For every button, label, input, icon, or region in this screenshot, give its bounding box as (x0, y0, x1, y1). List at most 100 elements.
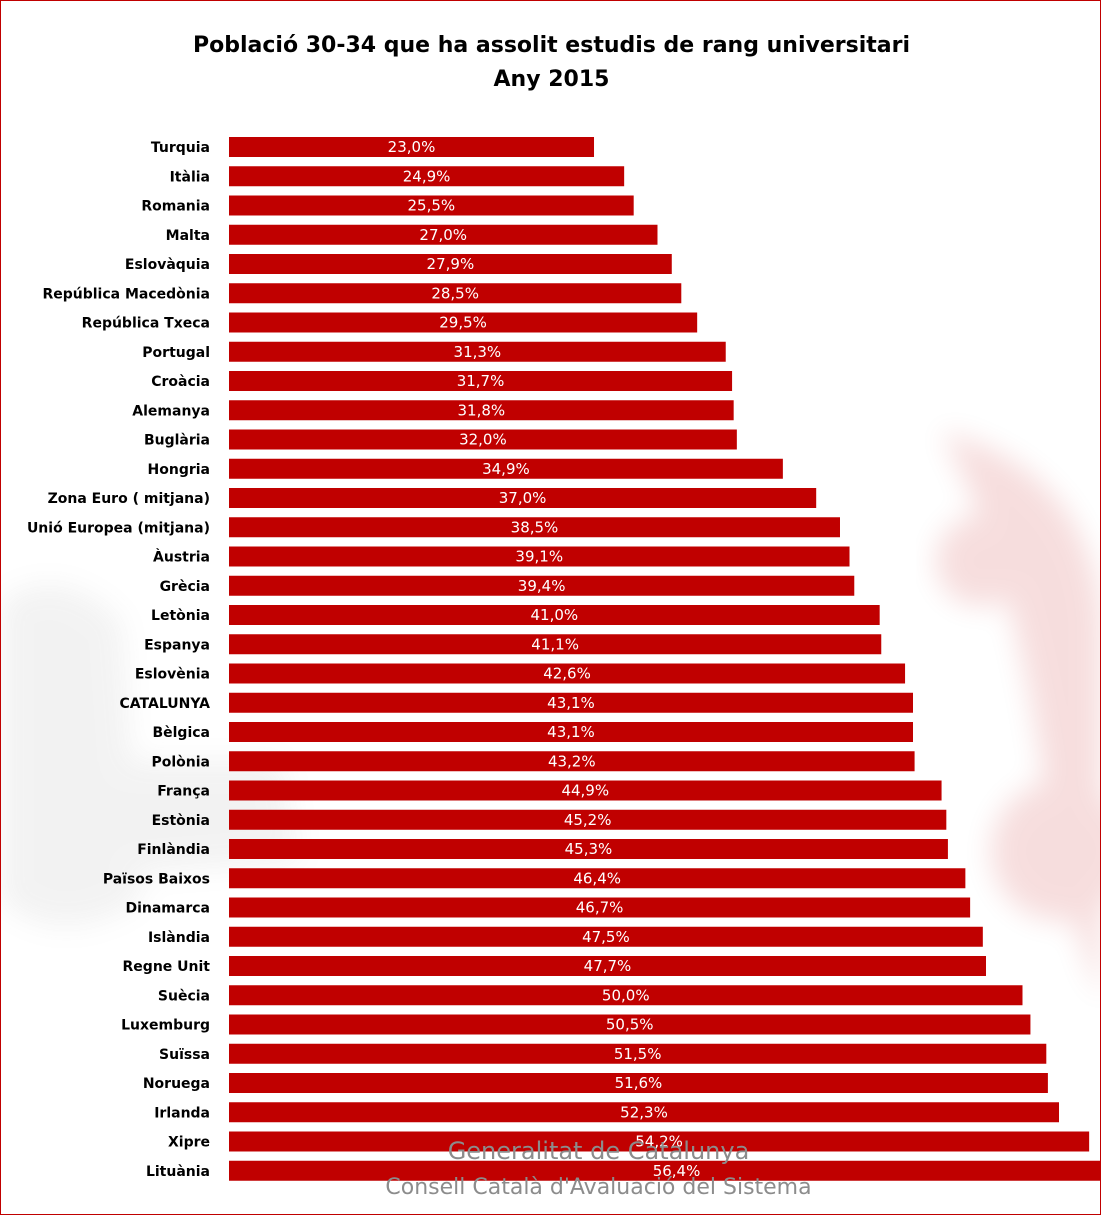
data-label: 42,6% (543, 665, 591, 683)
data-label: 51,6% (615, 1074, 663, 1092)
category-label: Malta (166, 228, 210, 244)
category-label: Bèlgica (152, 725, 210, 741)
data-label: 50,0% (602, 986, 650, 1004)
data-label: 39,4% (518, 577, 566, 595)
category-label: Irlanda (154, 1105, 210, 1121)
bar (229, 897, 971, 918)
bar (229, 283, 682, 304)
data-label: 52,3% (620, 1103, 668, 1121)
data-label: 31,3% (454, 343, 502, 361)
data-label: 41,1% (531, 635, 579, 653)
bar (229, 371, 733, 391)
data-label: 51,5% (614, 1045, 662, 1063)
data-label: 25,5% (408, 197, 456, 215)
data-label: 43,2% (548, 752, 596, 770)
bar (229, 575, 855, 596)
category-label: República Txeca (82, 316, 210, 332)
footer-org-name: Generalitat de Catalunya (447, 1137, 750, 1165)
data-label: 47,5% (582, 928, 630, 946)
data-label: 31,7% (457, 372, 505, 390)
category-label: Finlàndia (137, 842, 210, 858)
footer-council-name: Consell Català d'Avaluació del Sistema (385, 1175, 812, 1200)
data-label: 24,9% (403, 167, 451, 185)
data-label: 29,5% (439, 314, 487, 332)
bar (229, 137, 595, 157)
category-label: Portugal (142, 345, 210, 361)
bar (229, 809, 947, 830)
data-label: 43,1% (547, 723, 595, 741)
bar (229, 458, 783, 479)
category-label: Suïssa (159, 1047, 210, 1063)
bar (229, 692, 913, 713)
data-label: 47,7% (584, 957, 632, 975)
data-label: 43,1% (547, 694, 595, 712)
data-label: 56,4% (653, 1162, 701, 1180)
category-label: Noruega (143, 1076, 210, 1092)
bar (229, 956, 986, 976)
category-label: Països Baixos (103, 871, 210, 887)
category-label: Àustria (153, 549, 210, 566)
category-label: Croàcia (151, 374, 210, 390)
category-label: Grècia (160, 579, 210, 595)
bar (229, 546, 850, 567)
bar (229, 1102, 1060, 1123)
category-label: Eslovàquia (125, 257, 210, 273)
data-label: 45,3% (565, 840, 613, 858)
data-label: 27,9% (427, 255, 475, 273)
bar (229, 839, 948, 859)
category-label: Polònia (151, 754, 210, 770)
category-label: Zona Euro ( mitjana) (48, 491, 210, 507)
category-label: Luxemburg (121, 1018, 210, 1034)
category-label: Buglària (144, 433, 210, 449)
data-label: 32,0% (459, 431, 507, 449)
category-label: Suècia (158, 988, 210, 1004)
category-label: Letònia (151, 608, 210, 624)
bar (229, 254, 672, 274)
category-label: Itàlia (170, 169, 210, 185)
category-label: Alemanya (132, 403, 210, 419)
chart-subtitle: Any 2015 (493, 67, 610, 92)
category-label: República Macedònia (42, 286, 210, 302)
bar (229, 1014, 1031, 1035)
data-label: 46,7% (576, 899, 624, 917)
bar (229, 780, 942, 801)
category-label: Romania (141, 199, 210, 215)
category-label: Regne Unit (123, 959, 211, 975)
data-label: 50,5% (606, 1016, 654, 1034)
category-label: Eslovènia (135, 667, 210, 683)
category-label: CATALUNYA (120, 696, 211, 712)
data-label: 37,0% (499, 489, 547, 507)
bar (229, 341, 726, 362)
category-label: Lituània (146, 1164, 210, 1180)
data-label: 45,2% (564, 811, 612, 829)
bar (229, 1131, 1090, 1152)
category-label: Xipre (168, 1135, 210, 1151)
chart-title: Població 30-34 que ha assolit estudis de… (192, 33, 910, 58)
bar (229, 224, 658, 245)
bar (229, 751, 915, 772)
data-label: 54,2% (635, 1133, 683, 1151)
bar (229, 195, 634, 216)
bar (229, 605, 880, 625)
category-label: Islàndia (148, 930, 210, 946)
category-label: Hongria (148, 462, 210, 478)
bar (229, 926, 983, 947)
bar (229, 722, 913, 742)
data-label: 31,8% (458, 401, 506, 419)
bar (229, 517, 840, 538)
data-label: 28,5% (431, 284, 479, 302)
bar (229, 166, 625, 187)
category-label: Turquia (151, 140, 210, 156)
category-label: Espanya (144, 637, 210, 653)
bar (229, 312, 698, 333)
data-label: 34,9% (482, 460, 530, 478)
bar (229, 1160, 1100, 1181)
bar (229, 400, 734, 421)
data-label: 23,0% (388, 138, 436, 156)
data-label: 44,9% (561, 782, 609, 800)
bar (229, 429, 737, 450)
data-label: 46,4% (573, 869, 621, 887)
bar (229, 868, 966, 889)
